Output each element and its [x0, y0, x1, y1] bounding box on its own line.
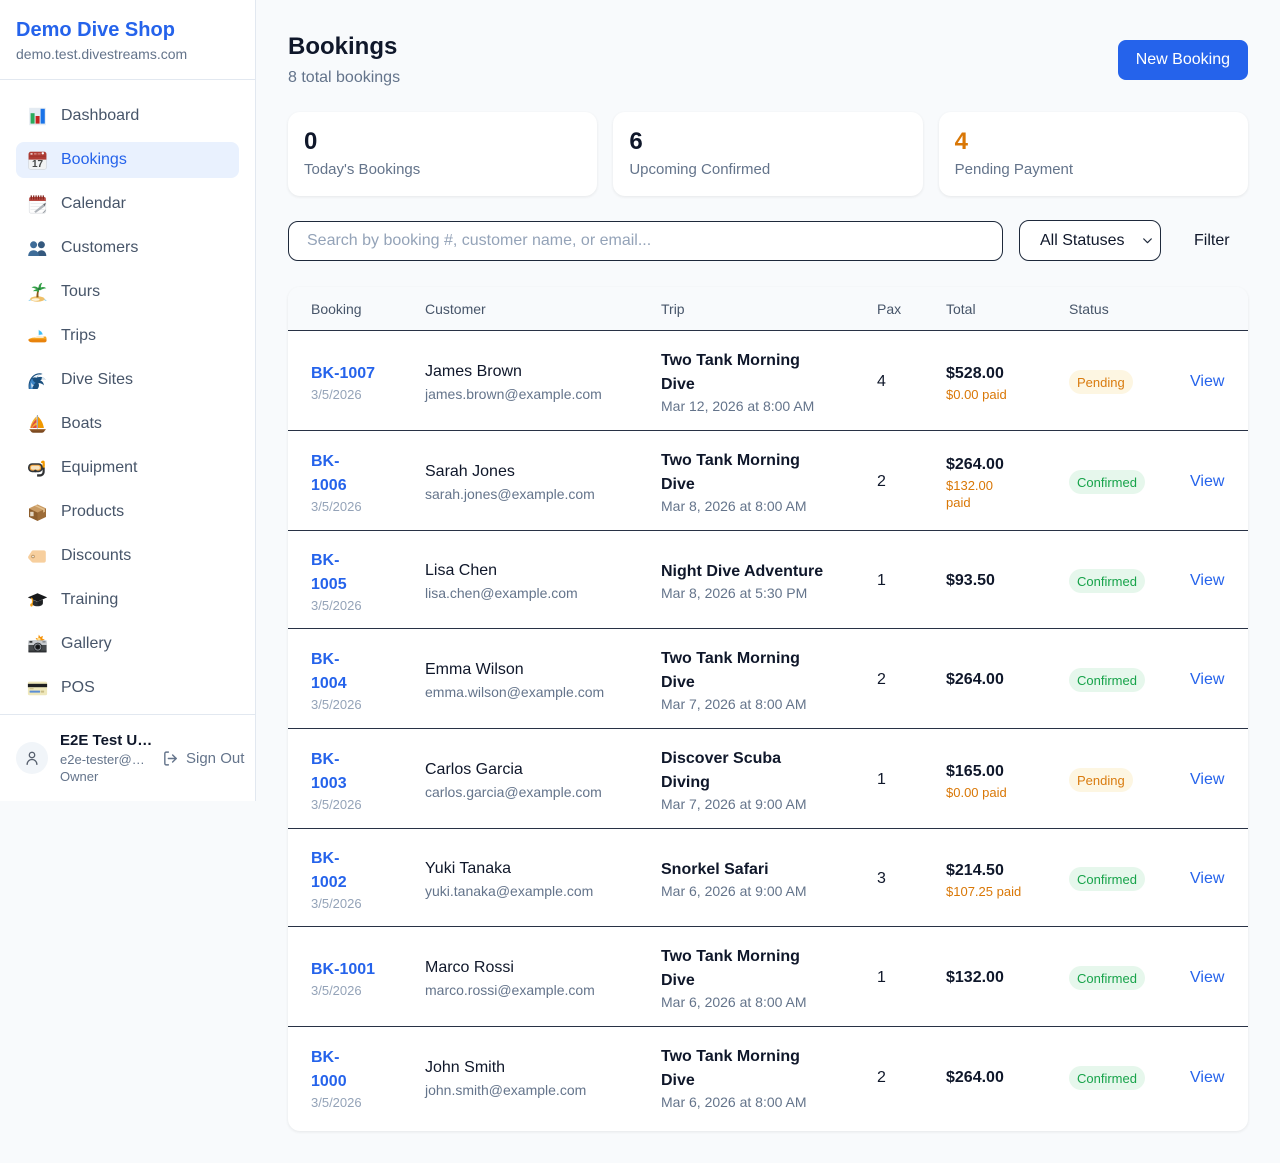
svg-text:17: 17 [32, 159, 44, 170]
